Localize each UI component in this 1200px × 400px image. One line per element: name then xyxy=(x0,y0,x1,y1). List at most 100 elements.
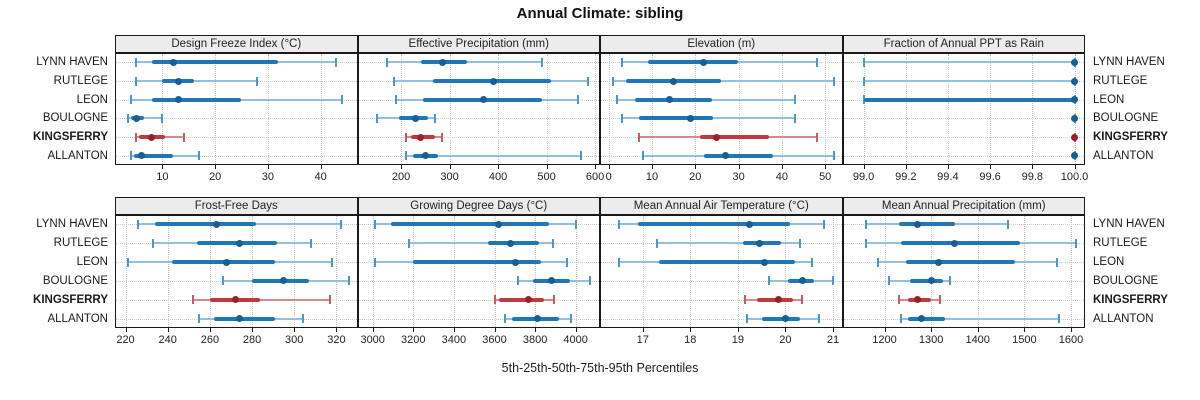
interval-25-75 xyxy=(905,260,1016,265)
panel-strip-growing-degree-days-c-: Growing Degree Days (°C) xyxy=(357,197,600,215)
axis-tick xyxy=(833,328,834,332)
gridline-vertical xyxy=(595,54,597,164)
axis-tick xyxy=(252,328,254,332)
axis-tick xyxy=(267,165,269,169)
axis-tick-label: 300 xyxy=(285,334,304,346)
whisker-cap-95th xyxy=(434,113,437,123)
site-label-right-rutlege: RUTLEGE xyxy=(1093,75,1148,87)
median-dot xyxy=(438,58,446,66)
interval-25-75 xyxy=(133,153,173,158)
whisker-cap-95th xyxy=(1007,219,1010,229)
median-dot xyxy=(760,258,768,266)
axis-tick xyxy=(125,328,127,332)
median-dot xyxy=(174,96,182,104)
median-dot xyxy=(169,58,177,66)
whisker-cap-95th xyxy=(815,132,818,142)
site-label-left-leon: LEON xyxy=(76,93,108,106)
whisker-cap-95th xyxy=(577,95,580,105)
gridline-horizontal xyxy=(116,155,357,157)
axis-tick-label: 20 xyxy=(779,334,792,346)
whisker-cap-95th xyxy=(301,314,304,324)
gridline-vertical xyxy=(453,216,455,327)
site-label-left-kingsferry: KINGSFERRY xyxy=(33,131,108,143)
whisker-cap-5th xyxy=(864,219,867,229)
gridline-horizontal xyxy=(601,318,842,320)
gridline-horizontal xyxy=(601,280,842,282)
gridline-vertical xyxy=(162,54,164,164)
whisker-cap-5th xyxy=(638,132,640,142)
whisker-cap-95th xyxy=(939,295,942,305)
site-label-left-boulogne: BOULOGNE xyxy=(42,112,108,125)
interval-25-75 xyxy=(391,222,550,227)
whisker-cap-95th xyxy=(579,151,582,161)
axis-tick xyxy=(535,328,537,332)
interval-5-95 xyxy=(128,117,163,120)
median-dot xyxy=(512,258,520,266)
gridline-vertical xyxy=(833,216,834,327)
axis-tick-label: 99.4 xyxy=(937,171,959,183)
axis-tick-label: 4000 xyxy=(563,334,588,346)
axis-tick xyxy=(781,165,783,169)
median-dot xyxy=(722,152,730,160)
whisker-cap-95th xyxy=(553,295,556,305)
site-label-right-kingsferry: KINGSFERRY xyxy=(1093,131,1168,143)
panel-plot-frost-free-days xyxy=(115,215,358,328)
whisker-cap-5th xyxy=(135,76,138,86)
gridline-horizontal xyxy=(116,137,357,138)
gridline-vertical xyxy=(1074,54,1076,164)
whisker-cap-95th xyxy=(565,257,568,267)
interval-25-75 xyxy=(699,135,769,139)
axis-tick-label: 320 xyxy=(327,334,346,346)
interval-25-75 xyxy=(413,260,542,265)
whisker-cap-5th xyxy=(899,314,902,324)
axis-tick xyxy=(1074,165,1076,169)
median-dot xyxy=(547,277,555,285)
whisker-cap-95th xyxy=(339,219,342,229)
gridline-horizontal xyxy=(843,118,1084,120)
median-dot xyxy=(132,114,140,122)
median-dot xyxy=(746,220,754,228)
axis-tick-label: 100.0 xyxy=(1060,171,1089,183)
whisker-cap-95th xyxy=(441,132,444,142)
axis-tick xyxy=(595,165,597,169)
axis-tick-label: 1200 xyxy=(872,334,897,346)
gridline-horizontal xyxy=(358,318,599,320)
axis-tick xyxy=(167,328,169,332)
whisker-cap-5th xyxy=(744,295,746,305)
whisker-cap-95th xyxy=(331,257,334,267)
axis-tick-label: 1300 xyxy=(918,334,944,346)
axis-tick xyxy=(690,328,692,332)
site-label-left-leon: LEON xyxy=(76,256,108,269)
gridline-horizontal xyxy=(358,280,599,282)
median-dot xyxy=(774,296,782,304)
whisker-cap-5th xyxy=(129,95,132,105)
interval-5-95 xyxy=(613,80,834,82)
whisker-cap-95th xyxy=(832,151,835,161)
whisker-cap-95th xyxy=(948,276,951,286)
axis-tick xyxy=(453,328,455,332)
axis-tick-label: 99.6 xyxy=(979,171,1001,183)
median-dot xyxy=(235,239,243,247)
whisker-cap-95th xyxy=(329,295,332,305)
whisker-cap-5th xyxy=(192,295,194,305)
axis-tick-label: 1500 xyxy=(1012,334,1037,346)
axis-tick-label: 3400 xyxy=(441,334,467,346)
median-dot xyxy=(223,258,231,266)
gridline-vertical xyxy=(498,54,500,164)
interval-25-75 xyxy=(863,97,1075,102)
whisker-cap-5th xyxy=(408,238,411,248)
axis-tick xyxy=(738,165,740,169)
whisker-cap-95th xyxy=(182,132,185,142)
median-dot xyxy=(950,239,958,247)
whisker-cap-5th xyxy=(767,276,770,286)
whisker-cap-5th xyxy=(656,238,659,248)
median-dot xyxy=(507,239,515,247)
axis-tick-label: 3200 xyxy=(401,334,426,346)
axis-tick-label: 21 xyxy=(826,334,840,346)
median-dot xyxy=(665,96,673,104)
median-dot xyxy=(137,152,145,160)
interval-25-75 xyxy=(151,60,279,65)
panel-title: Growing Degree Days (°C) xyxy=(410,200,548,212)
axis-tick-label: 260 xyxy=(200,334,220,346)
gridline-vertical xyxy=(642,216,644,327)
